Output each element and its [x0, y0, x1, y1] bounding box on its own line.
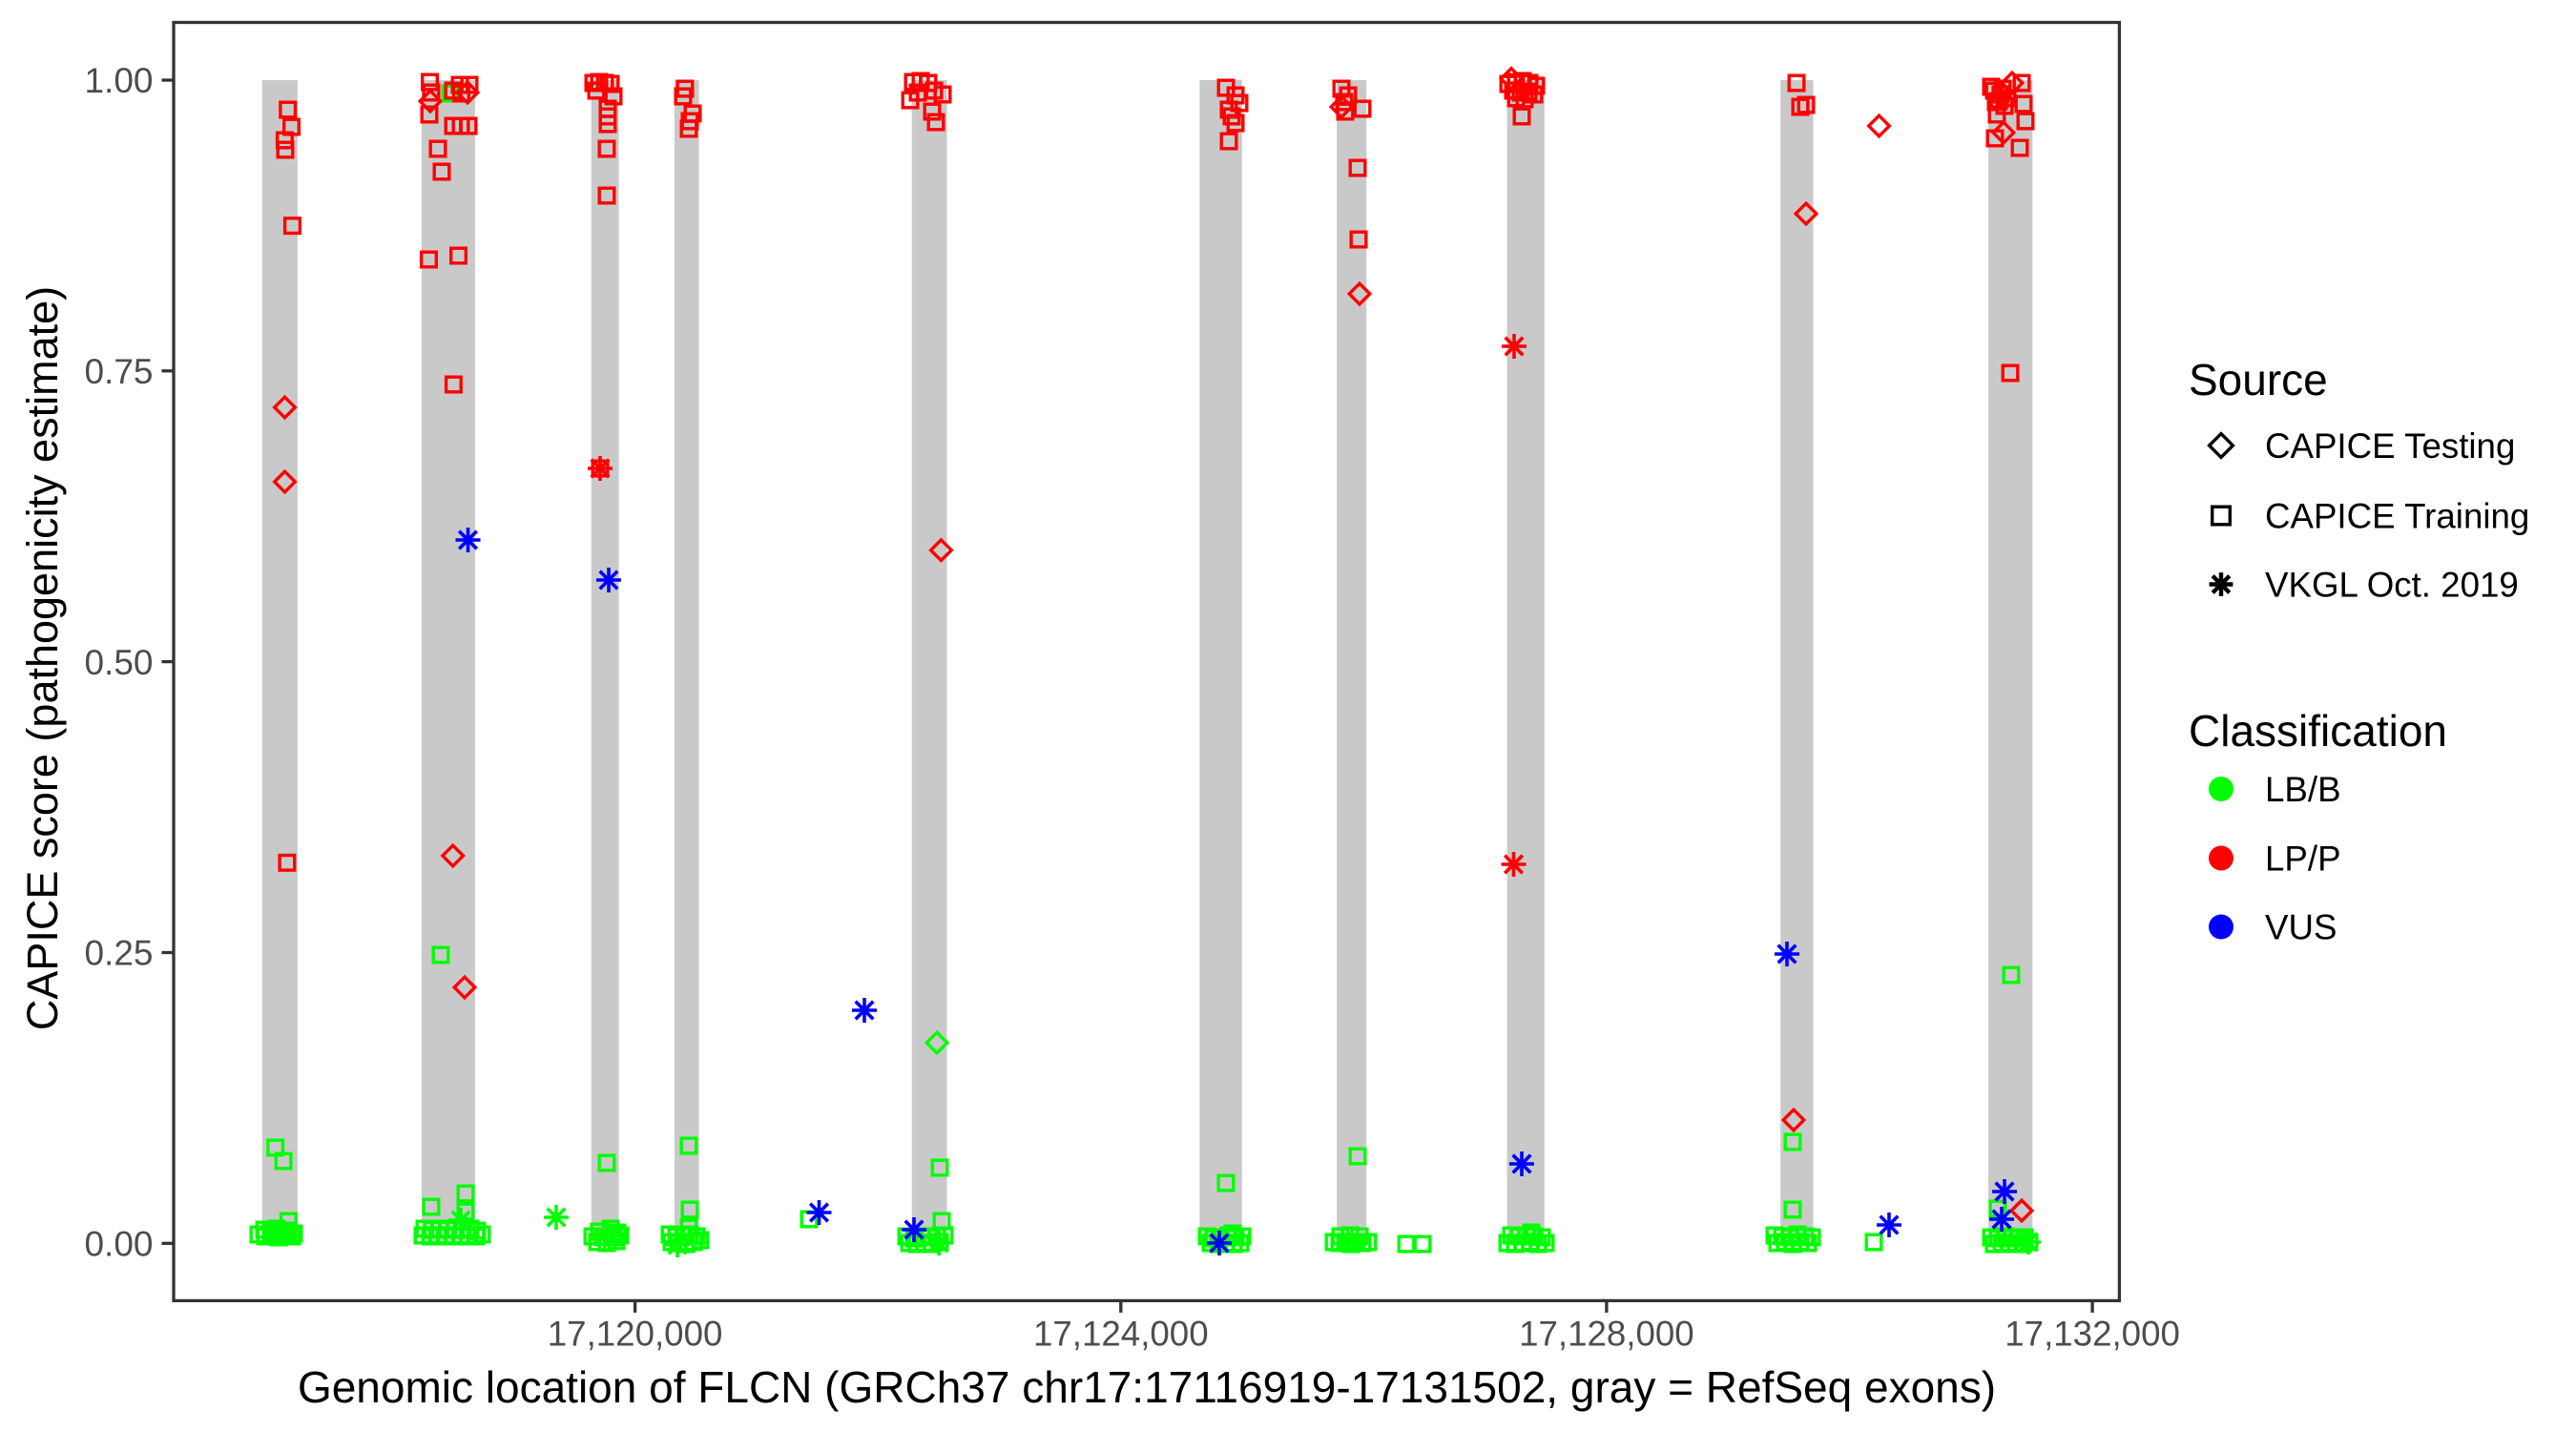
svg-text:17,128,000: 17,128,000 — [1519, 1315, 1694, 1354]
svg-text:CAPICE Testing: CAPICE Testing — [2265, 426, 2515, 466]
svg-text:CAPICE Training: CAPICE Training — [2265, 497, 2529, 536]
svg-text:Classification: Classification — [2189, 706, 2447, 756]
svg-text:Source: Source — [2189, 355, 2328, 404]
svg-text:0.25: 0.25 — [84, 934, 153, 973]
svg-text:CAPICE score (pathogenicity es: CAPICE score (pathogenicity estimate) — [18, 286, 67, 1030]
svg-text:1.00: 1.00 — [84, 61, 153, 100]
svg-text:0.00: 0.00 — [84, 1225, 153, 1264]
svg-text:Genomic location of FLCN (GRCh: Genomic location of FLCN (GRCh37 chr17:1… — [298, 1362, 1996, 1412]
svg-text:0.50: 0.50 — [84, 643, 153, 682]
svg-text:17,124,000: 17,124,000 — [1033, 1315, 1209, 1354]
svg-text:LB/B: LB/B — [2265, 770, 2341, 809]
svg-text:17,132,000: 17,132,000 — [2005, 1315, 2180, 1354]
svg-text:VKGL Oct. 2019: VKGL Oct. 2019 — [2265, 566, 2519, 605]
svg-text:LP/P: LP/P — [2265, 840, 2341, 879]
svg-text:0.75: 0.75 — [84, 352, 153, 391]
svg-text:17,120,000: 17,120,000 — [548, 1315, 723, 1354]
svg-text:VUS: VUS — [2265, 908, 2337, 947]
